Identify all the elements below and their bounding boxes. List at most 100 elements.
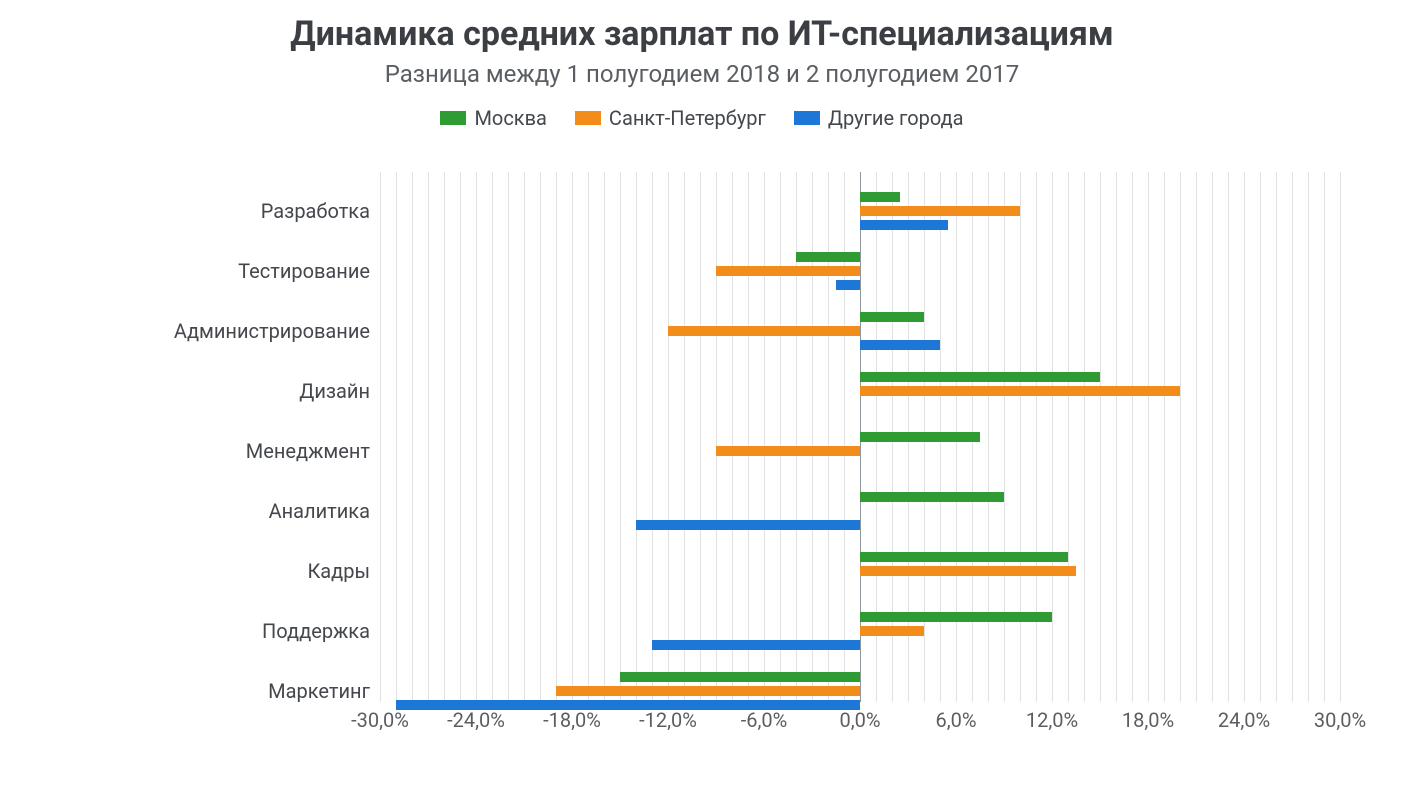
bar bbox=[652, 640, 860, 650]
legend-label: Другие города bbox=[828, 106, 964, 130]
grid-line bbox=[524, 172, 525, 702]
legend-item-spb[interactable]: Санкт-Петербург bbox=[575, 106, 766, 130]
grid-line bbox=[492, 172, 493, 702]
grid-line bbox=[716, 172, 717, 702]
x-tick-label: -12,0% bbox=[639, 708, 697, 732]
bar bbox=[716, 446, 860, 456]
grid-line bbox=[1132, 172, 1133, 702]
bar bbox=[860, 220, 948, 230]
chart-container: Динамика средних зарплат по ИТ-специализ… bbox=[0, 0, 1404, 786]
legend-label: Санкт-Петербург bbox=[609, 106, 766, 130]
bar bbox=[716, 266, 860, 276]
legend-label: Москва bbox=[474, 106, 546, 130]
legend-item-other[interactable]: Другие города bbox=[794, 106, 964, 130]
grid-line bbox=[780, 172, 781, 702]
bar bbox=[556, 686, 860, 696]
x-tick-label: 18,0% bbox=[1122, 708, 1174, 732]
grid-line bbox=[1276, 172, 1277, 702]
bar bbox=[668, 326, 860, 336]
x-tick-label: -6,0% bbox=[741, 708, 788, 732]
grid-line bbox=[620, 172, 621, 702]
category-label: Разработка bbox=[261, 199, 370, 223]
x-tick-label: 0,0% bbox=[839, 708, 880, 732]
x-tick-label: 12,0% bbox=[1026, 708, 1078, 732]
grid-line bbox=[1228, 172, 1229, 702]
bar bbox=[860, 192, 900, 202]
bar bbox=[860, 626, 924, 636]
plot-area: РазработкаТестированиеАдминистрированиеД… bbox=[0, 172, 1404, 732]
grid-line bbox=[764, 172, 765, 702]
grid-line bbox=[668, 172, 669, 702]
bar bbox=[860, 432, 980, 442]
grid-line bbox=[556, 172, 557, 702]
bar bbox=[860, 206, 1020, 216]
plot-canvas bbox=[380, 172, 1340, 702]
grid-line bbox=[636, 172, 637, 702]
grid-line bbox=[1212, 172, 1213, 702]
grid-line bbox=[1340, 172, 1341, 702]
category-label: Поддержка bbox=[262, 619, 370, 643]
grid-line bbox=[540, 172, 541, 702]
grid-line bbox=[588, 172, 589, 702]
grid-line bbox=[1068, 172, 1069, 702]
bar bbox=[860, 552, 1068, 562]
grid-line bbox=[572, 172, 573, 702]
x-tick-label: 30,0% bbox=[1314, 708, 1366, 732]
grid-line bbox=[508, 172, 509, 702]
grid-line bbox=[1260, 172, 1261, 702]
grid-line bbox=[444, 172, 445, 702]
x-tick-label: 24,0% bbox=[1218, 708, 1270, 732]
grid-line bbox=[700, 172, 701, 702]
grid-line bbox=[1324, 172, 1325, 702]
category-label: Маркетинг bbox=[268, 679, 370, 703]
grid-line bbox=[988, 172, 989, 702]
x-axis-labels: -30,0%-24,0%-18,0%-12,0%-6,0%0,0%6,0%12,… bbox=[380, 708, 1340, 732]
grid-line bbox=[476, 172, 477, 702]
y-axis-labels: РазработкаТестированиеАдминистрированиеД… bbox=[0, 172, 370, 702]
bar bbox=[860, 566, 1076, 576]
x-tick-label: -24,0% bbox=[447, 708, 505, 732]
grid-line bbox=[1116, 172, 1117, 702]
legend-item-moscow[interactable]: Москва bbox=[440, 106, 546, 130]
grid-line bbox=[748, 172, 749, 702]
x-tick-label: -18,0% bbox=[543, 708, 601, 732]
grid-line bbox=[1196, 172, 1197, 702]
legend-swatch bbox=[440, 111, 466, 125]
grid-line bbox=[1164, 172, 1165, 702]
bar bbox=[860, 612, 1052, 622]
grid-line bbox=[1084, 172, 1085, 702]
grid-line bbox=[1308, 172, 1309, 702]
bar bbox=[796, 252, 860, 262]
grid-line bbox=[1100, 172, 1101, 702]
legend-swatch bbox=[575, 111, 601, 125]
grid-line bbox=[652, 172, 653, 702]
grid-line bbox=[460, 172, 461, 702]
chart-legend: Москва Санкт-Петербург Другие города bbox=[0, 106, 1404, 130]
grid-line bbox=[1052, 172, 1053, 702]
bar bbox=[860, 372, 1100, 382]
bar bbox=[620, 672, 860, 682]
grid-line bbox=[380, 172, 381, 702]
category-label: Администрирование bbox=[174, 319, 370, 343]
grid-line bbox=[1004, 172, 1005, 702]
grid-line bbox=[684, 172, 685, 702]
category-label: Кадры bbox=[307, 559, 370, 583]
legend-swatch bbox=[794, 111, 820, 125]
category-label: Дизайн bbox=[299, 379, 370, 403]
grid-line bbox=[1244, 172, 1245, 702]
x-tick-label: 6,0% bbox=[935, 708, 976, 732]
grid-line bbox=[604, 172, 605, 702]
category-label: Менеджмент bbox=[246, 439, 370, 463]
bar bbox=[836, 280, 860, 290]
grid-line bbox=[396, 172, 397, 702]
grid-line bbox=[1036, 172, 1037, 702]
grid-line bbox=[1148, 172, 1149, 702]
bar bbox=[860, 340, 940, 350]
grid-line bbox=[1292, 172, 1293, 702]
bar bbox=[860, 312, 924, 322]
grid-line bbox=[428, 172, 429, 702]
grid-line bbox=[732, 172, 733, 702]
chart-title: Динамика средних зарплат по ИТ-специализ… bbox=[0, 14, 1404, 54]
grid-line bbox=[412, 172, 413, 702]
grid-line bbox=[1020, 172, 1021, 702]
